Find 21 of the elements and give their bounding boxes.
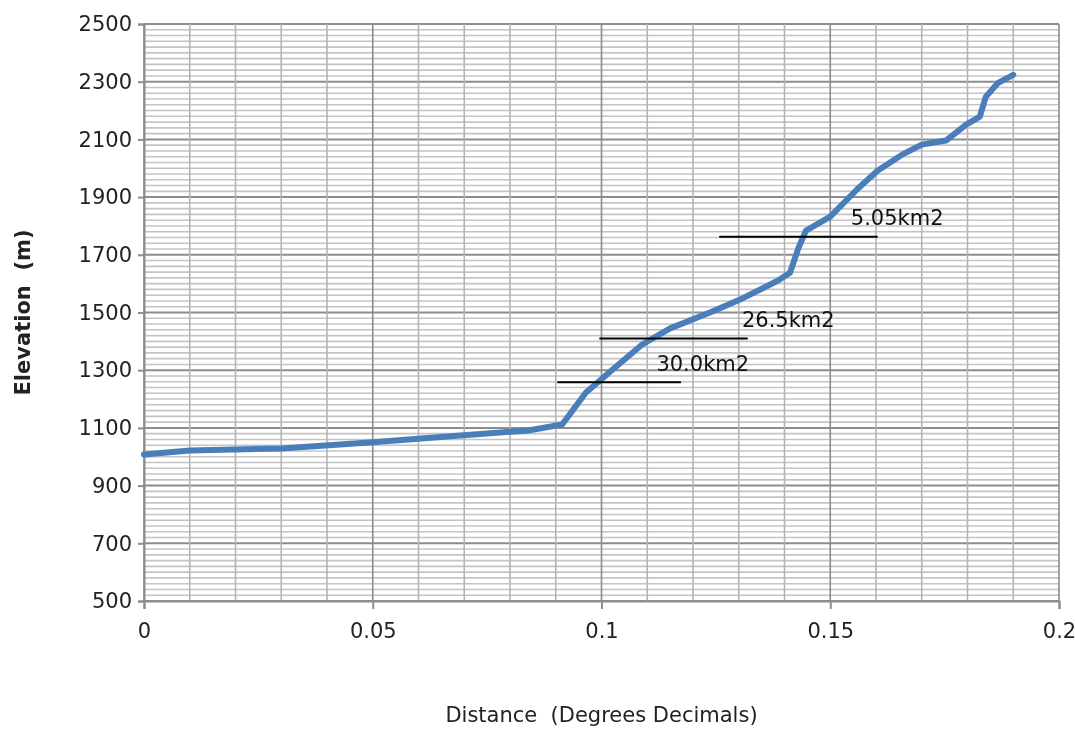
y-tick-label: 2100 xyxy=(78,127,132,152)
x-tick-label: 0 xyxy=(137,618,152,643)
x-tick-label: 0.05 xyxy=(349,618,397,643)
y-tick-label: 1700 xyxy=(78,243,132,268)
y-tick-label: 1300 xyxy=(78,358,132,383)
y-tick-label: 900 xyxy=(91,473,132,498)
y-tick-label: 2500 xyxy=(78,12,132,37)
y-tick-label: 2300 xyxy=(78,69,132,94)
annotation: 26.5km2 xyxy=(741,307,835,332)
x-tick-label: 0.2 xyxy=(1042,618,1075,643)
y-tick-label: 700 xyxy=(91,531,132,556)
x-tick-label: 0.1 xyxy=(585,618,619,643)
x-tick-label: 0.15 xyxy=(807,618,855,643)
y-tick-label: 1100 xyxy=(78,416,132,441)
x-axis-title: Distance (Degrees Decimals) xyxy=(445,703,758,727)
y-tick-label: 500 xyxy=(91,589,132,614)
annotation: 30.0km2 xyxy=(656,351,750,376)
y-tick-label: 1500 xyxy=(78,300,132,325)
annotation: 5.05km2 xyxy=(850,205,944,230)
y-axis-title: Elevation (m) xyxy=(11,229,35,396)
y-tick-label: 1900 xyxy=(78,185,132,210)
